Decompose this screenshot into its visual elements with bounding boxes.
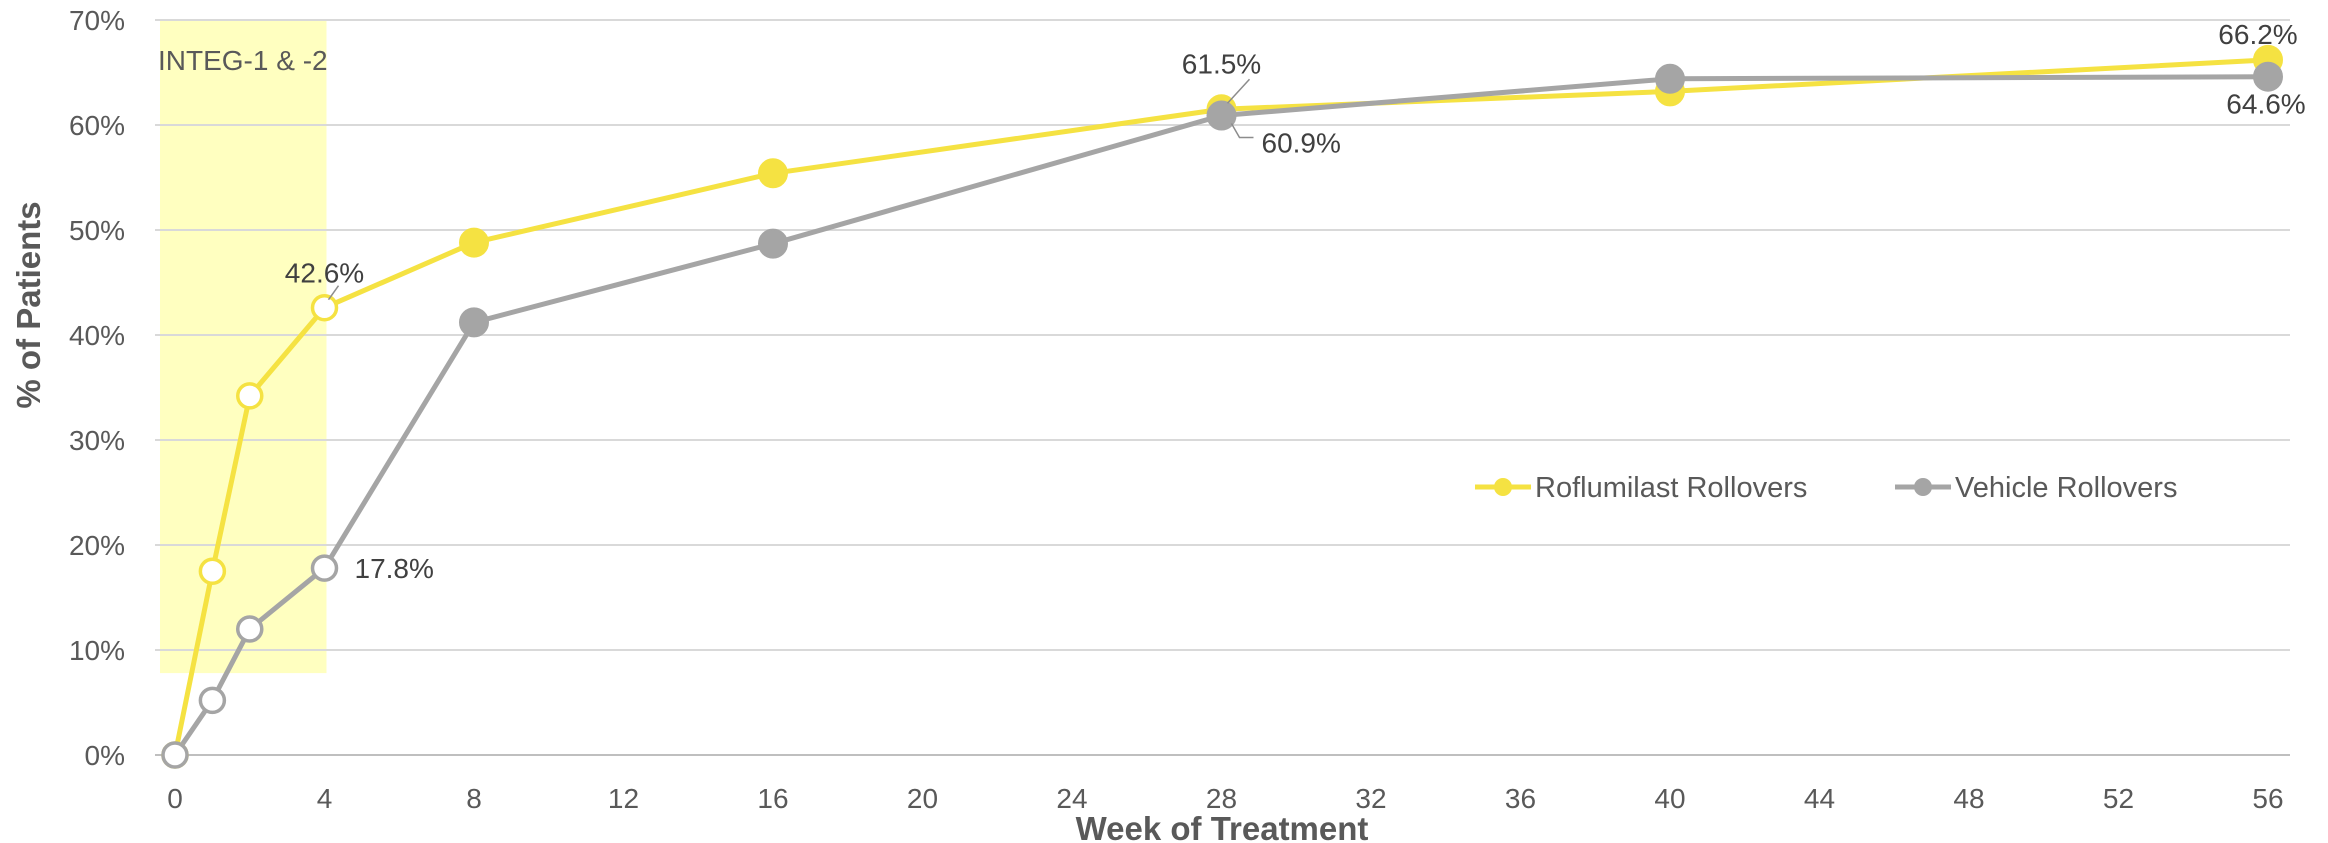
x-tick-label: 48 xyxy=(1953,783,1984,814)
y-tick-label: 50% xyxy=(69,215,125,246)
y-tick-label: 60% xyxy=(69,110,125,141)
data-point-vehicle xyxy=(236,615,264,643)
annotation-leader xyxy=(1230,123,1254,139)
legend-swatch-marker xyxy=(1914,478,1932,496)
y-tick-label: 40% xyxy=(69,320,125,351)
shaded-region xyxy=(160,20,327,674)
data-point-roflumilast xyxy=(310,293,339,322)
data-point-vehicle xyxy=(310,554,339,582)
shaded-region-label: INTEG-1 & -2 xyxy=(158,45,328,76)
x-tick-label: 44 xyxy=(1804,783,1835,814)
data-label: 64.6% xyxy=(2226,89,2305,120)
x-tick-label: 20 xyxy=(907,783,938,814)
data-point-vehicle xyxy=(198,686,227,715)
data-label: 42.6% xyxy=(285,258,364,289)
data-point-vehicle xyxy=(161,741,189,769)
data-label: 17.8% xyxy=(355,553,434,584)
legend-swatch-marker xyxy=(1494,478,1512,496)
y-tick-label: 0% xyxy=(85,740,125,771)
data-point-vehicle xyxy=(459,307,489,338)
data-point-roflumilast xyxy=(198,557,227,585)
x-tick-label: 40 xyxy=(1654,783,1685,814)
y-tick-label: 70% xyxy=(69,5,125,36)
x-tick-label: 4 xyxy=(317,783,333,814)
data-point-vehicle xyxy=(2253,61,2283,92)
y-tick-label: 30% xyxy=(69,425,125,456)
y-tick-label: 10% xyxy=(69,635,125,666)
data-label: 61.5% xyxy=(1182,48,1261,79)
data-label: 60.9% xyxy=(1262,128,1341,159)
x-tick-label: 28 xyxy=(1206,783,1237,814)
data-point-vehicle xyxy=(1206,100,1237,131)
x-tick-label: 16 xyxy=(757,783,788,814)
data-point-roflumilast xyxy=(236,382,264,410)
data-label: 66.2% xyxy=(2218,19,2297,50)
x-tick-label: 56 xyxy=(2252,783,2283,814)
x-tick-label: 52 xyxy=(2103,783,2134,814)
x-tick-label: 24 xyxy=(1056,783,1087,814)
annotation-leader xyxy=(1226,78,1251,104)
y-axis-title: % of Patients xyxy=(10,201,47,408)
data-point-vehicle xyxy=(758,228,788,259)
x-tick-label: 0 xyxy=(167,783,183,814)
x-tick-label: 12 xyxy=(608,783,639,814)
data-point-roflumilast xyxy=(758,158,788,189)
x-tick-label: 36 xyxy=(1505,783,1536,814)
data-point-roflumilast xyxy=(459,227,489,258)
legend-label: Roflumilast Rollovers xyxy=(1535,472,1807,504)
legend-label: Vehicle Rollovers xyxy=(1955,472,2177,504)
data-point-vehicle xyxy=(1655,63,1685,94)
x-axis-title: Week of Treatment xyxy=(1076,810,1369,843)
x-tick-label: 32 xyxy=(1355,783,1386,814)
y-tick-label: 20% xyxy=(69,530,125,561)
series-line-vehicle xyxy=(172,74,2269,757)
x-tick-label: 8 xyxy=(466,783,482,814)
annotation-leader xyxy=(327,285,340,301)
